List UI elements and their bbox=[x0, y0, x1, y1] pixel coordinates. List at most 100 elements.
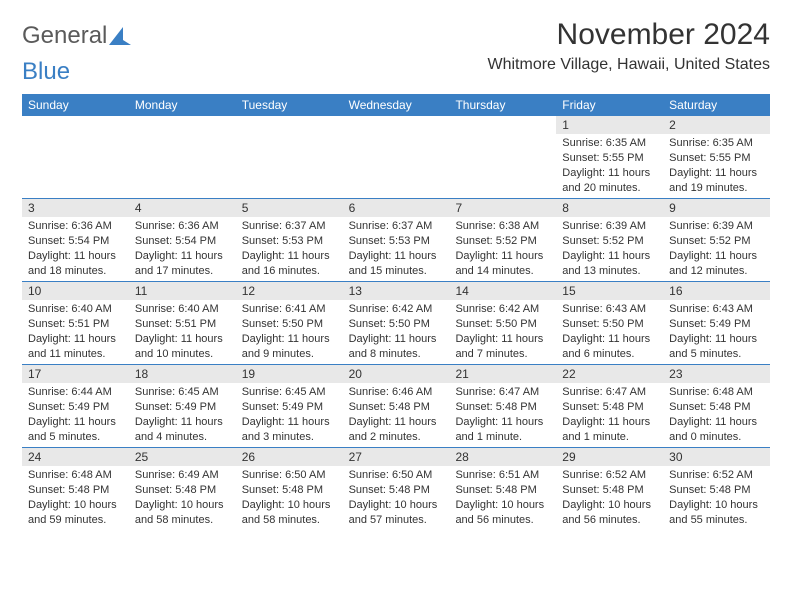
day-number: 25 bbox=[129, 448, 236, 466]
day-number: 12 bbox=[236, 282, 343, 300]
sunset: Sunset: 5:48 PM bbox=[669, 400, 764, 415]
sunset: Sunset: 5:54 PM bbox=[28, 234, 123, 249]
day-info: Sunrise: 6:48 AMSunset: 5:48 PMDaylight:… bbox=[22, 466, 129, 529]
weekday-header: Saturday bbox=[663, 94, 770, 116]
day-info: Sunrise: 6:51 AMSunset: 5:48 PMDaylight:… bbox=[449, 466, 556, 529]
day-cell bbox=[449, 116, 556, 198]
day-info: Sunrise: 6:40 AMSunset: 5:51 PMDaylight:… bbox=[129, 300, 236, 363]
day-cell: 5Sunrise: 6:37 AMSunset: 5:53 PMDaylight… bbox=[236, 199, 343, 281]
sunrise: Sunrise: 6:37 AM bbox=[349, 219, 444, 234]
day-cell: 8Sunrise: 6:39 AMSunset: 5:52 PMDaylight… bbox=[556, 199, 663, 281]
day-cell: 29Sunrise: 6:52 AMSunset: 5:48 PMDayligh… bbox=[556, 448, 663, 530]
daylight: Daylight: 11 hours and 3 minutes. bbox=[242, 415, 337, 445]
sunset: Sunset: 5:52 PM bbox=[562, 234, 657, 249]
sunrise: Sunrise: 6:36 AM bbox=[28, 219, 123, 234]
day-info: Sunrise: 6:48 AMSunset: 5:48 PMDaylight:… bbox=[663, 383, 770, 446]
calendar: SundayMondayTuesdayWednesdayThursdayFrid… bbox=[22, 94, 770, 530]
day-cell: 19Sunrise: 6:45 AMSunset: 5:49 PMDayligh… bbox=[236, 365, 343, 447]
daylight: Daylight: 11 hours and 5 minutes. bbox=[669, 332, 764, 362]
day-info: Sunrise: 6:42 AMSunset: 5:50 PMDaylight:… bbox=[343, 300, 450, 363]
day-number: 5 bbox=[236, 199, 343, 217]
day-info: Sunrise: 6:37 AMSunset: 5:53 PMDaylight:… bbox=[236, 217, 343, 280]
day-number-empty bbox=[22, 116, 129, 134]
sunrise: Sunrise: 6:52 AM bbox=[669, 468, 764, 483]
sunset: Sunset: 5:48 PM bbox=[562, 400, 657, 415]
daylight: Daylight: 11 hours and 18 minutes. bbox=[28, 249, 123, 279]
day-info: Sunrise: 6:45 AMSunset: 5:49 PMDaylight:… bbox=[129, 383, 236, 446]
daylight: Daylight: 11 hours and 4 minutes. bbox=[135, 415, 230, 445]
day-number: 17 bbox=[22, 365, 129, 383]
day-number: 6 bbox=[343, 199, 450, 217]
weekday-header: Tuesday bbox=[236, 94, 343, 116]
sunrise: Sunrise: 6:49 AM bbox=[135, 468, 230, 483]
day-info: Sunrise: 6:43 AMSunset: 5:49 PMDaylight:… bbox=[663, 300, 770, 363]
daylight: Daylight: 10 hours and 56 minutes. bbox=[455, 498, 550, 528]
day-cell: 10Sunrise: 6:40 AMSunset: 5:51 PMDayligh… bbox=[22, 282, 129, 364]
day-number: 18 bbox=[129, 365, 236, 383]
sunset: Sunset: 5:53 PM bbox=[349, 234, 444, 249]
day-info: Sunrise: 6:50 AMSunset: 5:48 PMDaylight:… bbox=[343, 466, 450, 529]
day-cell: 28Sunrise: 6:51 AMSunset: 5:48 PMDayligh… bbox=[449, 448, 556, 530]
daylight: Daylight: 11 hours and 2 minutes. bbox=[349, 415, 444, 445]
logo-sail-icon bbox=[109, 27, 131, 45]
day-info: Sunrise: 6:35 AMSunset: 5:55 PMDaylight:… bbox=[556, 134, 663, 197]
day-number: 24 bbox=[22, 448, 129, 466]
daylight: Daylight: 11 hours and 1 minute. bbox=[562, 415, 657, 445]
sunset: Sunset: 5:48 PM bbox=[455, 483, 550, 498]
day-number: 21 bbox=[449, 365, 556, 383]
sunset: Sunset: 5:48 PM bbox=[349, 400, 444, 415]
day-info: Sunrise: 6:50 AMSunset: 5:48 PMDaylight:… bbox=[236, 466, 343, 529]
sunrise: Sunrise: 6:43 AM bbox=[562, 302, 657, 317]
sunset: Sunset: 5:48 PM bbox=[135, 483, 230, 498]
day-cell bbox=[22, 116, 129, 198]
sunrise: Sunrise: 6:43 AM bbox=[669, 302, 764, 317]
day-info: Sunrise: 6:52 AMSunset: 5:48 PMDaylight:… bbox=[663, 466, 770, 529]
weekday-header: Monday bbox=[129, 94, 236, 116]
sunset: Sunset: 5:50 PM bbox=[349, 317, 444, 332]
weekday-header-row: SundayMondayTuesdayWednesdayThursdayFrid… bbox=[22, 94, 770, 116]
day-number-empty bbox=[449, 116, 556, 134]
sunset: Sunset: 5:48 PM bbox=[669, 483, 764, 498]
daylight: Daylight: 11 hours and 5 minutes. bbox=[28, 415, 123, 445]
day-cell: 21Sunrise: 6:47 AMSunset: 5:48 PMDayligh… bbox=[449, 365, 556, 447]
sunset: Sunset: 5:49 PM bbox=[669, 317, 764, 332]
day-number: 2 bbox=[663, 116, 770, 134]
day-cell bbox=[343, 116, 450, 198]
day-cell: 2Sunrise: 6:35 AMSunset: 5:55 PMDaylight… bbox=[663, 116, 770, 198]
daylight: Daylight: 11 hours and 0 minutes. bbox=[669, 415, 764, 445]
daylight: Daylight: 10 hours and 55 minutes. bbox=[669, 498, 764, 528]
sunset: Sunset: 5:51 PM bbox=[28, 317, 123, 332]
day-info: Sunrise: 6:38 AMSunset: 5:52 PMDaylight:… bbox=[449, 217, 556, 280]
sunrise: Sunrise: 6:40 AM bbox=[28, 302, 123, 317]
day-cell: 17Sunrise: 6:44 AMSunset: 5:49 PMDayligh… bbox=[22, 365, 129, 447]
day-number: 19 bbox=[236, 365, 343, 383]
sunrise: Sunrise: 6:36 AM bbox=[135, 219, 230, 234]
sunrise: Sunrise: 6:48 AM bbox=[28, 468, 123, 483]
day-info: Sunrise: 6:44 AMSunset: 5:49 PMDaylight:… bbox=[22, 383, 129, 446]
daylight: Daylight: 11 hours and 9 minutes. bbox=[242, 332, 337, 362]
sunset: Sunset: 5:50 PM bbox=[562, 317, 657, 332]
sunset: Sunset: 5:53 PM bbox=[242, 234, 337, 249]
sunset: Sunset: 5:52 PM bbox=[669, 234, 764, 249]
day-number-empty bbox=[236, 116, 343, 134]
sunrise: Sunrise: 6:35 AM bbox=[562, 136, 657, 151]
day-info: Sunrise: 6:52 AMSunset: 5:48 PMDaylight:… bbox=[556, 466, 663, 529]
daylight: Daylight: 11 hours and 14 minutes. bbox=[455, 249, 550, 279]
sunset: Sunset: 5:48 PM bbox=[455, 400, 550, 415]
day-cell: 18Sunrise: 6:45 AMSunset: 5:49 PMDayligh… bbox=[129, 365, 236, 447]
day-number: 26 bbox=[236, 448, 343, 466]
day-number: 7 bbox=[449, 199, 556, 217]
daylight: Daylight: 10 hours and 56 minutes. bbox=[562, 498, 657, 528]
sunset: Sunset: 5:49 PM bbox=[135, 400, 230, 415]
daylight: Daylight: 11 hours and 12 minutes. bbox=[669, 249, 764, 279]
day-number: 13 bbox=[343, 282, 450, 300]
day-cell: 26Sunrise: 6:50 AMSunset: 5:48 PMDayligh… bbox=[236, 448, 343, 530]
daylight: Daylight: 11 hours and 20 minutes. bbox=[562, 166, 657, 196]
sunrise: Sunrise: 6:37 AM bbox=[242, 219, 337, 234]
daylight: Daylight: 11 hours and 13 minutes. bbox=[562, 249, 657, 279]
sunrise: Sunrise: 6:42 AM bbox=[455, 302, 550, 317]
day-info: Sunrise: 6:47 AMSunset: 5:48 PMDaylight:… bbox=[556, 383, 663, 446]
sunrise: Sunrise: 6:44 AM bbox=[28, 385, 123, 400]
daylight: Daylight: 11 hours and 17 minutes. bbox=[135, 249, 230, 279]
sunrise: Sunrise: 6:39 AM bbox=[669, 219, 764, 234]
